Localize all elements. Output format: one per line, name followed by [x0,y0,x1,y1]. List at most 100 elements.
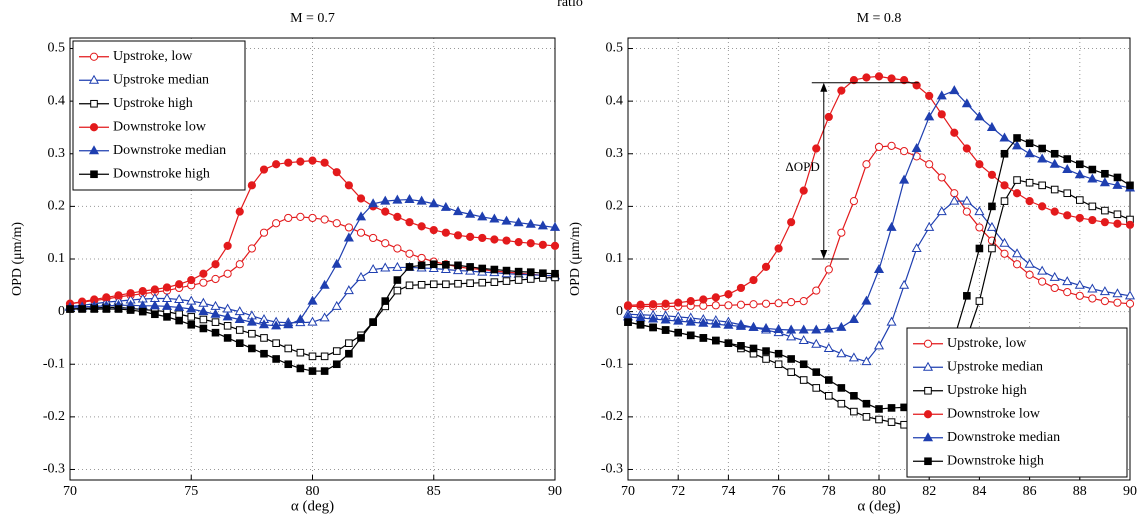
marker [186,303,197,313]
axes-frame [69,37,556,481]
marker [453,231,463,240]
marker [924,221,935,231]
marker [393,286,402,295]
marker [440,264,451,274]
marker [526,275,535,283]
y-tick-label: 0.2 [606,199,624,214]
marker [624,318,632,326]
marker [478,233,487,243]
marker [1025,178,1034,187]
marker [698,317,709,327]
marker [887,74,896,83]
chart-title: M = 0.8 [857,11,902,26]
marker [1113,210,1122,219]
marker [849,197,859,206]
marker [1076,160,1084,169]
marker [1126,181,1134,190]
y-tick-label: 0 [616,304,623,319]
marker [187,313,196,321]
marker [90,305,99,313]
marker [862,73,871,82]
marker [936,90,947,100]
marker [862,399,871,408]
marker [861,295,872,305]
marker [811,324,822,334]
legend-marker [924,386,932,395]
marker [1000,249,1009,258]
marker [490,278,499,286]
marker [260,334,268,342]
x-tick-label: 76 [772,484,786,499]
x-tick-label: 88 [1073,484,1087,499]
marker [526,268,535,276]
marker [259,228,269,237]
marker [1049,271,1060,281]
x-tick-label: 90 [548,484,562,499]
marker [355,271,367,281]
marker [1038,202,1047,211]
marker [149,300,160,310]
marker [900,420,908,429]
marker [150,285,159,294]
marker [799,376,808,384]
marker [937,110,946,119]
marker [126,289,135,298]
marker [686,296,695,306]
marker [454,279,462,288]
marker [247,181,256,190]
marker [308,367,317,375]
marker [900,403,908,412]
marker [466,279,474,288]
marker [911,242,922,252]
x-tick-label: 80 [306,484,320,499]
marker [1037,153,1048,163]
marker [1074,169,1085,179]
marker [368,264,379,274]
marker [699,334,708,342]
legend-marker [923,339,933,348]
marker [1000,197,1009,205]
marker [962,144,971,153]
legend-marker [88,74,100,84]
marker [862,413,871,421]
marker [284,344,293,353]
marker [786,324,797,334]
marker [787,298,796,307]
marker [393,276,402,284]
marker [798,324,809,334]
marker [248,344,256,353]
marker [837,228,846,237]
marker [138,307,147,316]
marker [514,238,523,247]
marker [774,360,783,369]
marker [661,299,670,308]
marker [974,111,985,121]
marker [799,186,808,195]
marker [187,275,196,285]
marker [950,128,959,137]
marker [774,349,783,358]
marker [308,352,317,361]
marker [1099,286,1110,296]
marker [887,418,896,426]
marker [812,368,821,376]
marker [489,213,500,223]
y-tick-label: -0.3 [43,462,65,477]
arrow-head [820,250,828,259]
y-tick-label: 0.4 [48,93,66,108]
marker [875,405,883,413]
marker [811,338,822,348]
marker [1012,189,1022,198]
marker [537,220,548,230]
marker [1050,207,1059,216]
marker [735,320,747,330]
marker [284,158,293,167]
marker [925,91,934,100]
marker [429,280,438,289]
marker [773,323,784,334]
marker [380,262,391,272]
marker [332,347,341,355]
marker [850,392,858,400]
marker [296,157,305,166]
marker [988,244,996,253]
